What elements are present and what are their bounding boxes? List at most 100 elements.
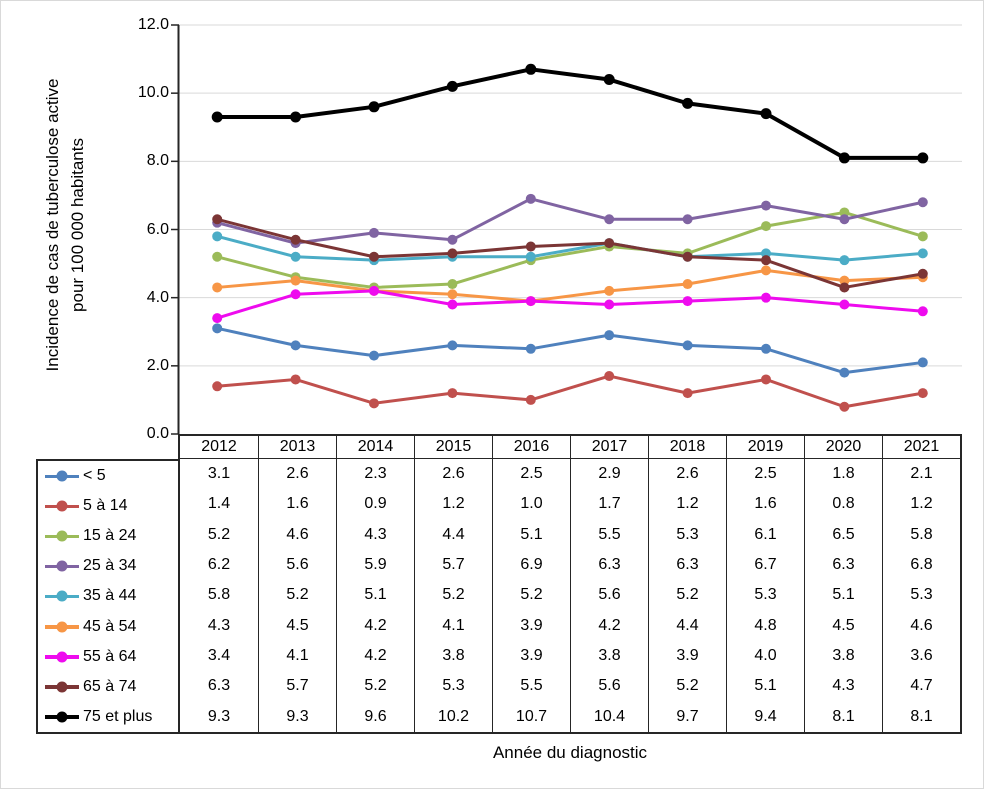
table-value-cell: 5.2 <box>336 671 414 702</box>
legend-item: 55 à 64 <box>38 642 178 672</box>
table-value-cell: 2.3 <box>336 459 414 490</box>
table-value-cell: 5.6 <box>570 580 648 611</box>
table-value-cell: 5.2 <box>648 671 726 702</box>
series-marker-icon <box>45 590 79 603</box>
table-value-cell: 1.4 <box>207 495 231 513</box>
table-value-cell: 4.6 <box>258 519 336 550</box>
table-value-cell: 8.1 <box>882 701 960 732</box>
table-value-cell: 4.6 <box>882 610 960 641</box>
legend-dot-icon <box>56 711 68 723</box>
table-value-cell: 2.9 <box>570 459 648 490</box>
legend-label: 65 à 74 <box>83 677 137 695</box>
table-value-cell: 2.5 <box>726 459 804 490</box>
table-value-cell: 5.2 <box>207 525 231 543</box>
table-value-cell: 3.8 <box>414 641 492 672</box>
table-value-cell: 5.3 <box>726 580 804 611</box>
series-marker-icon <box>45 650 79 663</box>
legend-dot-icon <box>56 530 68 542</box>
table-value-cell: 3.4 <box>207 647 231 665</box>
data-point-marker <box>761 343 771 354</box>
year-header-cell: 2014 <box>336 436 414 459</box>
data-point-marker <box>761 292 771 303</box>
table-value-cell: 9.4 <box>726 701 804 732</box>
table-value-cell: 5.1 <box>804 580 882 611</box>
y-axis-title-line1: Incidence de cas de tuberculose active <box>43 78 62 372</box>
year-header-cell: 2020 <box>804 436 882 459</box>
data-point-marker <box>446 80 458 92</box>
table-value-cell: 5.1 <box>726 671 804 702</box>
series-marker-icon <box>45 530 79 543</box>
table-value-cell: 6.8 <box>882 550 960 581</box>
data-point-marker <box>682 296 693 307</box>
data-point-marker <box>917 268 928 279</box>
table-value-cell: 4.4 <box>414 519 492 550</box>
y-axis-tick-label: 10.0 <box>137 84 169 102</box>
table-value-cell: 5.9 <box>336 550 414 581</box>
data-point-marker <box>212 282 223 293</box>
data-point-marker <box>761 374 771 385</box>
table-value-cell: 9.3 <box>207 707 231 725</box>
table-value-cell: 1.0 <box>492 489 570 520</box>
table-value-cell: 3.9 <box>648 641 726 672</box>
data-point-marker <box>761 255 771 266</box>
series-marker-icon <box>45 620 79 633</box>
data-point-marker <box>369 251 379 262</box>
data-point-marker <box>682 214 693 225</box>
legend-dot-icon <box>56 621 68 633</box>
table-value-cell: 5.8 <box>207 586 231 604</box>
table-value-cell: 2.6 <box>648 459 726 490</box>
table-value-cell: 5.3 <box>648 519 726 550</box>
data-table: 2012 2013 2014 2015 2016 2017 2018 2019 2020 2021… <box>178 434 962 734</box>
series-line-75-et-plus <box>215 67 925 160</box>
legend-item: 75 et plus <box>38 702 178 732</box>
table-value-cell: 3.9 <box>492 610 570 641</box>
data-point-marker <box>604 330 615 341</box>
table-value-cell: 5.1 <box>336 580 414 611</box>
series-marker-icon <box>45 500 79 513</box>
table-value-cell: 3.8 <box>804 641 882 672</box>
data-point-marker <box>839 282 850 293</box>
table-value-cell: 4.8 <box>726 610 804 641</box>
table-value-cell: 6.3 <box>648 550 726 581</box>
data-point-marker <box>369 285 379 296</box>
table-value-cell: 1.2 <box>882 489 960 520</box>
table-value-cell: 4.3 <box>804 671 882 702</box>
table-value-cell: 5.2 <box>492 580 570 611</box>
table-value-cell: 1.7 <box>570 489 648 520</box>
series-marker-icon <box>45 560 79 573</box>
table-value-cell: 1.6 <box>726 489 804 520</box>
data-point-marker <box>369 227 379 238</box>
table-value-cell: 3.9 <box>492 641 570 672</box>
table-value-cell: 6.3 <box>207 677 231 695</box>
table-value-cell: 5.2 <box>414 580 492 611</box>
data-point-marker <box>290 251 301 262</box>
data-point-marker <box>917 197 928 208</box>
legend-item: 65 à 74 <box>38 672 178 702</box>
data-point-marker <box>290 234 301 245</box>
table-value-cell: 4.3 <box>336 519 414 550</box>
data-point-marker <box>211 111 223 123</box>
data-point-marker <box>525 193 536 204</box>
data-point-marker <box>839 255 850 266</box>
table-value-cell: 4.2 <box>570 610 648 641</box>
data-point-marker <box>682 97 694 109</box>
x-axis-title: Année du diagnostic <box>492 743 648 762</box>
data-point-marker <box>525 241 536 252</box>
series-line-25-à-34 <box>215 197 925 245</box>
legend-label: 55 à 64 <box>83 647 137 665</box>
table-value-cell: 3.8 <box>570 641 648 672</box>
data-point-marker <box>839 214 850 225</box>
table-value-cell: 10.2 <box>414 701 492 732</box>
data-point-marker <box>290 340 301 351</box>
table-value-cell: 1.2 <box>414 489 492 520</box>
series-line-5-à-14 <box>215 374 925 409</box>
table-value-cell: 0.8 <box>804 489 882 520</box>
data-point-marker <box>447 234 458 245</box>
table-value-cell: 5.7 <box>258 671 336 702</box>
line-chart-plot-area <box>171 24 962 435</box>
y-axis-tick-label: 8.0 <box>146 152 169 170</box>
table-value-cell: 5.8 <box>882 519 960 550</box>
legend-label: < 5 <box>83 467 106 485</box>
year-header-cell: 2017 <box>570 436 648 459</box>
